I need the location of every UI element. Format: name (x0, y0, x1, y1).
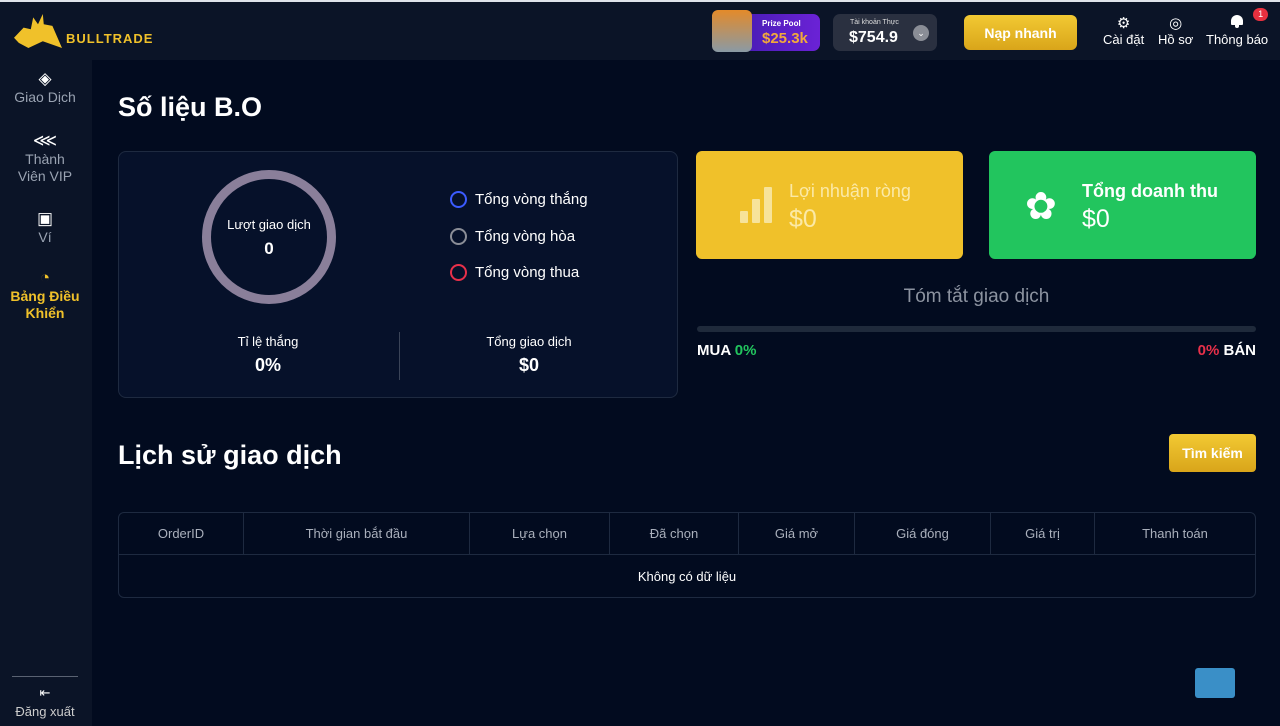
col-order-id[interactable]: OrderID (119, 513, 244, 555)
plant-icon: ✿ (1025, 186, 1057, 228)
legend-draw: Tổng vòng hòa (450, 228, 575, 245)
circle-icon (450, 264, 467, 281)
revenue-value: $0 (1082, 205, 1110, 233)
notifications-button[interactable]: 1 Thông báo (1206, 8, 1269, 47)
notifications-label: Thông báo (1206, 32, 1269, 47)
user-icon: ◎ (1169, 15, 1183, 32)
page-title: Số liệu B.O (118, 92, 263, 122)
prize-label: Prize Pool (762, 19, 801, 28)
gear-icon: ⚙ (1116, 15, 1131, 32)
logout-icon: ⇤ (39, 685, 51, 700)
col-start-time[interactable]: Thời gian bắt đầu (244, 513, 470, 555)
bar-chart-icon (740, 187, 776, 223)
sidebar-label: Bảng Điều Khiển (10, 288, 80, 321)
history-title: Lịch sử giao dịch (118, 440, 342, 470)
profit-label: Lợi nhuận ròng (789, 181, 911, 201)
logout-button[interactable]: ⇤ Đăng xuất (0, 684, 90, 720)
sidebar-item-trade[interactable]: ◈ Giao Dịch (0, 70, 90, 106)
settings-button[interactable]: ⚙ Cài đặt (1103, 14, 1144, 47)
divider (399, 332, 400, 380)
col-close-price[interactable]: Giá đóng (855, 513, 991, 555)
buy-sell-bar (697, 326, 1256, 332)
summary-title: Tóm tắt giao dịch (903, 286, 1050, 307)
total-trades: Tổng giao dịch $0 (429, 334, 629, 376)
top-bar: BULLTRADE Prize Pool $25.3k Tài khoản Thự… (0, 0, 1280, 60)
prize-value: $25.3k (762, 30, 808, 47)
prize-pool[interactable]: Prize Pool $25.3k (712, 10, 820, 52)
empty-message: Không có dữ liệu (637, 568, 737, 584)
logout-label: Đăng xuất (15, 704, 75, 719)
sell-pct: 0% (1197, 342, 1220, 359)
revenue-card: ✿ Tổng doanh thu $0 (989, 151, 1256, 259)
account-label: Tài khoản Thực (850, 19, 899, 26)
chest-icon (712, 10, 752, 52)
logo[interactable]: BULLTRADE (14, 14, 153, 48)
dashboard-icon: ◔ (39, 268, 51, 287)
buy-pct: 0% (734, 342, 757, 359)
account-selector[interactable]: Tài khoản Thực $754.9 ⌄ (833, 14, 937, 51)
col-open-price[interactable]: Giá mở (739, 513, 855, 555)
wallet-icon: ▣ (36, 209, 54, 228)
diamond-icon: ◈ (38, 69, 52, 88)
circle-icon (450, 191, 467, 208)
sidebar-label: Thành Viên VIP (17, 151, 73, 184)
win-rate: Tỉ lệ thắng 0% (168, 334, 368, 376)
ring-value: 0 (264, 239, 274, 258)
sidebar-label: Ví (38, 229, 52, 245)
bull-logo-icon (14, 14, 62, 48)
sell-stat: 0% BÁN (1198, 342, 1256, 359)
search-button[interactable]: Tìm kiếm (1169, 434, 1256, 472)
profile-button[interactable]: ◎ Hồ sơ (1158, 14, 1193, 47)
col-selected[interactable]: Đã chọn (610, 513, 739, 555)
settings-label: Cài đặt (1103, 32, 1145, 47)
sidebar-item-vip[interactable]: ⋘ Thành Viên VIP (0, 132, 90, 185)
col-value[interactable]: Giá trị (991, 513, 1095, 555)
profit-value: $0 (789, 205, 817, 233)
legend-win: Tổng vòng thắng (450, 191, 588, 208)
table-header: OrderID Thời gian bắt đầu Lựa chọn Đã ch… (119, 513, 1255, 555)
sidebar-item-dashboard[interactable]: ◔ Bảng Điều Khiển (0, 269, 90, 322)
sidebar: ◈ Giao Dịch ⋘ Thành Viên VIP ▣ Ví ◔ Bảng Điề… (0, 60, 92, 726)
history-table: OrderID Thời gian bắt đầu Lựa chọn Đã ch… (118, 512, 1256, 598)
profile-label: Hồ sơ (1158, 32, 1194, 47)
total-label: Tổng giao dịch (486, 334, 572, 349)
chevron-down-icon[interactable]: ⌄ (913, 25, 929, 41)
revenue-label: Tổng doanh thu (1082, 181, 1218, 201)
legend-lose: Tổng vòng thua (450, 264, 579, 281)
trades-ring: Lượt giao dịch 0 (202, 170, 336, 304)
win-rate-label: Tỉ lệ thắng (237, 334, 299, 349)
buy-label: MUA (697, 342, 731, 359)
sidebar-item-wallet[interactable]: ▣ Ví (0, 210, 90, 246)
bell-icon (1231, 14, 1244, 28)
table-row: Không có dữ liệu (119, 555, 1255, 597)
notif-badge: 1 (1253, 8, 1269, 21)
mail-icon[interactable] (1195, 668, 1235, 698)
col-choice[interactable]: Lựa chọn (470, 513, 610, 555)
win-rate-value: 0% (254, 355, 281, 375)
total-value: $0 (518, 355, 540, 375)
divider (12, 676, 78, 677)
stats-card: Lượt giao dịch 0 Tổng vòng thắng Tổng vòn… (118, 151, 678, 398)
share-icon: ⋘ (32, 131, 58, 150)
deposit-button[interactable]: Nạp nhanh (964, 15, 1077, 50)
ring-label: Lượt giao dịch (227, 217, 311, 232)
brand-name: BULLTRADE (66, 31, 154, 46)
legend-label: Tổng vòng thua (475, 264, 580, 281)
sidebar-label: Giao Dịch (14, 89, 76, 105)
legend-label: Tổng vòng hòa (475, 228, 576, 245)
sell-label: BÁN (1223, 342, 1257, 359)
account-balance: $754.9 (849, 29, 898, 46)
col-payment[interactable]: Thanh toán (1095, 513, 1255, 555)
circle-icon (450, 228, 467, 245)
legend-label: Tổng vòng thắng (475, 191, 588, 208)
profit-card: Lợi nhuận ròng $0 (696, 151, 963, 259)
buy-stat: MUA 0% (697, 342, 756, 359)
